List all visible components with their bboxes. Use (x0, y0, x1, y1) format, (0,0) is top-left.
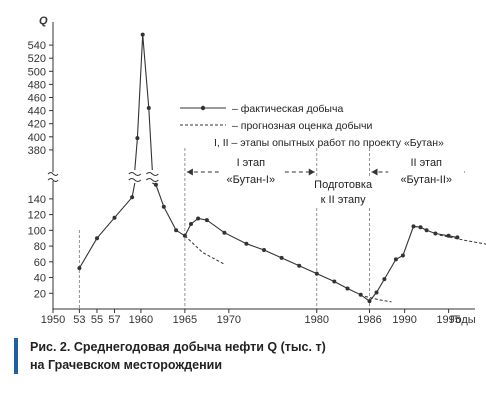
caption-line-1: Рис. 2. Среднегодовая добыча нефти Q (ты… (30, 340, 326, 354)
data-point (112, 215, 117, 220)
data-point (140, 32, 145, 37)
stage1-label: I этап (237, 157, 266, 169)
y-tick-label: 100 (28, 225, 46, 237)
stage2-arrow-left (371, 168, 378, 176)
data-point (382, 277, 387, 282)
y-axis-label: Q (39, 15, 48, 27)
x-tick-label: 1970 (217, 314, 241, 326)
data-point (196, 216, 201, 221)
prep-label: Подготовка (314, 179, 373, 191)
prep-label-bg (310, 176, 377, 206)
data-point (182, 233, 187, 238)
y-tick-label: 400 (28, 132, 46, 144)
x-tick-label: 57 (108, 314, 120, 326)
stage2-label-bg (388, 154, 465, 194)
data-point (433, 231, 438, 236)
data-point (189, 222, 193, 226)
y-tick-label: 500 (28, 66, 46, 78)
prep-sublabel: к II этапу (321, 194, 366, 206)
y-axis-break-mark (47, 172, 59, 182)
data-point (358, 292, 363, 297)
data-point (367, 299, 372, 304)
data-point (400, 253, 405, 258)
y-tick-label: 480 (28, 79, 46, 91)
production-chart: Q204060801001201403804004204404604805005… (28, 15, 486, 326)
x-tick-label: 1960 (129, 314, 153, 326)
figure-caption: Рис. 2. Среднегодовая добыча нефти Q (ты… (14, 338, 470, 374)
x-tick-label: 53 (73, 314, 85, 326)
y-tick-label: 540 (28, 40, 46, 52)
x-tick-label: 55 (91, 314, 103, 326)
x-tick-label: 1990 (392, 314, 416, 326)
curve-break-mark (145, 172, 159, 182)
y-tick-label: 380 (28, 145, 46, 157)
data-point (279, 255, 284, 260)
legend-stages-note: I, II – этапы опытных работ по проекту «… (214, 137, 444, 149)
stage1-label-bg (218, 154, 283, 194)
y-tick-label: 40 (34, 273, 46, 285)
y-tick-label: 140 (28, 194, 46, 206)
stage2-label: II этап (410, 157, 442, 169)
forecast-series-segment (439, 234, 486, 245)
data-point (332, 279, 337, 284)
data-point (204, 218, 209, 223)
data-point (130, 195, 135, 200)
data-point (393, 257, 398, 262)
data-point (161, 204, 166, 209)
data-point (374, 290, 379, 295)
curve-break-mark (128, 172, 142, 182)
data-point (424, 228, 429, 233)
forecast-series-segment (364, 295, 392, 303)
y-tick-label: 80 (34, 241, 46, 253)
data-point (222, 230, 227, 235)
x-tick-label: 1995 (436, 314, 460, 326)
legend-actual-label: – фактическая добыча (232, 103, 343, 115)
forecast-series-segment (184, 235, 225, 265)
y-tick-label: 120 (28, 210, 46, 222)
data-point (455, 235, 460, 240)
data-point (345, 286, 350, 291)
y-tick-label: 60 (34, 257, 46, 269)
data-point (135, 136, 140, 141)
data-point (146, 106, 151, 110)
stage1-arrow-left (186, 168, 193, 176)
caption-line-2: на Грачевском месторождении (30, 358, 223, 372)
data-point (411, 224, 416, 229)
legend-forecast-label: – прогнозная оценка добычи (232, 120, 372, 132)
y-tick-label: 420 (28, 119, 46, 131)
legend-actual-marker (200, 105, 206, 111)
y-tick-label: 520 (28, 53, 46, 65)
x-axis-label: Годы (450, 314, 476, 326)
data-point (314, 271, 319, 276)
data-point (77, 266, 82, 271)
stage2-sublabel: «Бутан-II» (400, 174, 452, 186)
data-point (297, 263, 302, 268)
y-tick-label: 20 (34, 288, 46, 300)
x-tick-label: 1986 (357, 314, 381, 326)
data-point (418, 225, 423, 230)
data-point (95, 236, 99, 241)
data-point (446, 233, 451, 238)
stage1-arrow-right (308, 168, 315, 176)
y-tick-label: 460 (28, 93, 46, 105)
data-point (262, 248, 266, 252)
x-tick-label: 1980 (305, 314, 329, 326)
x-tick-label: 1965 (173, 314, 197, 326)
x-tick-label: 1950 (41, 314, 65, 326)
data-point (153, 182, 158, 187)
stage1-sublabel: «Бутан-I» (227, 174, 276, 186)
data-point (244, 241, 249, 246)
data-point (174, 228, 179, 233)
y-tick-label: 440 (28, 106, 46, 118)
